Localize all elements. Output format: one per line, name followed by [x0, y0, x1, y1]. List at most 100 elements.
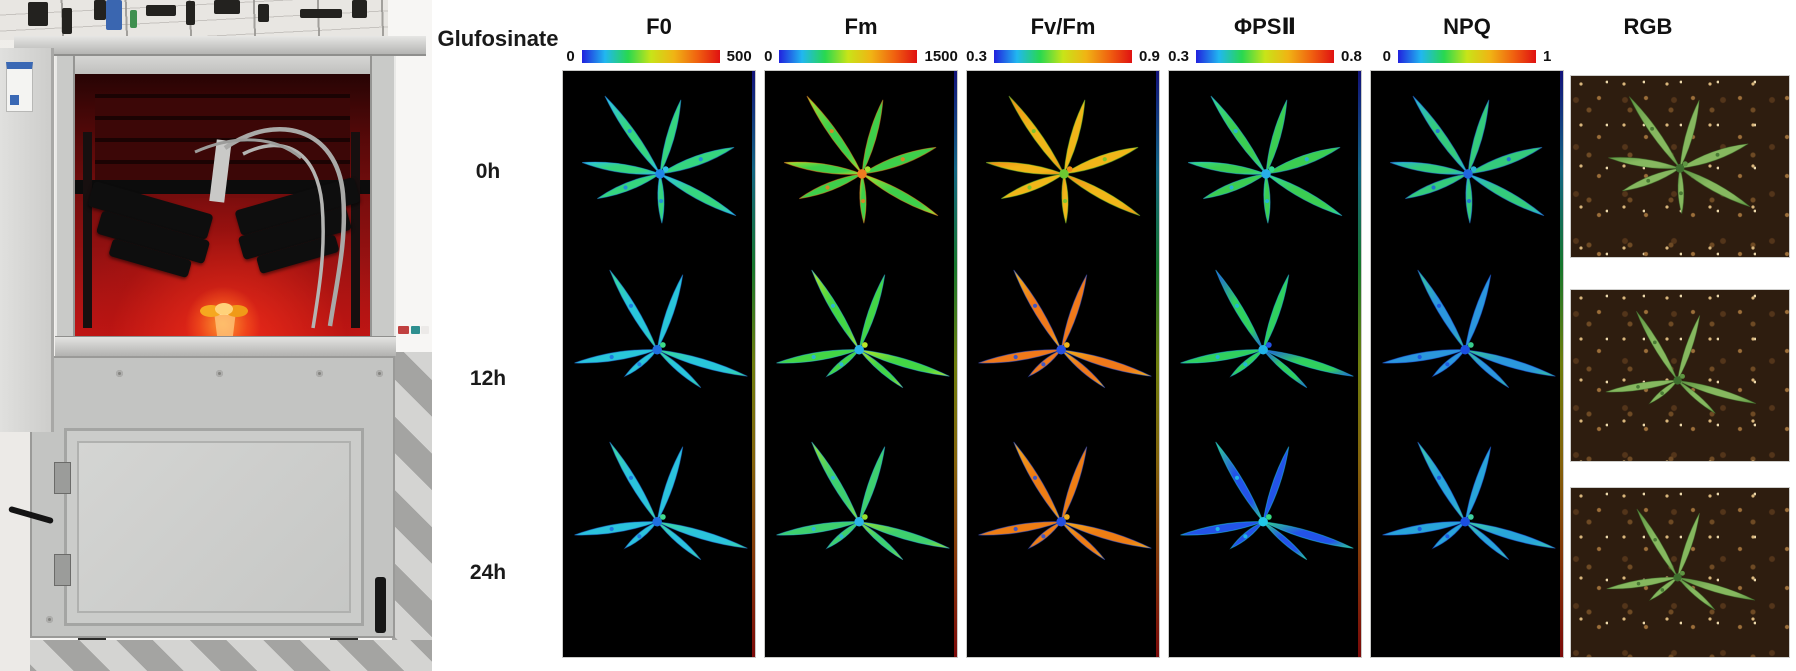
cell-PhiPSII-12h — [1170, 249, 1360, 439]
imaging-chamber — [75, 74, 370, 338]
colorbar-max-label: 500 — [726, 47, 752, 65]
fluorescence-plant-image — [985, 95, 1141, 224]
open-side-door — [0, 48, 54, 432]
cell-F0-0h — [564, 77, 754, 267]
colorbar-min-label: 0.3 — [1168, 47, 1189, 65]
fluorescence-plant-image — [776, 269, 950, 389]
panel-edge-colorbar — [752, 71, 755, 657]
screw — [216, 370, 223, 377]
column-header-PhiPSII: ΦPSⅡ — [1234, 14, 1296, 39]
rgb-photo-0h — [1570, 75, 1790, 258]
clutter-object — [62, 8, 72, 34]
cell-FvFm-24h — [968, 421, 1158, 611]
colorbar-gradient — [994, 49, 1132, 63]
floor-object-teal — [411, 326, 420, 334]
frame-header-beam — [55, 56, 387, 74]
cell-F0-24h — [564, 421, 754, 611]
panel-FvFm — [966, 70, 1160, 658]
floor-object-white — [421, 326, 429, 334]
chamber-bottom-sill — [55, 336, 396, 356]
door-hinge — [54, 554, 71, 586]
fluorescence-plant-image — [1187, 95, 1343, 224]
panel-Fm — [764, 70, 958, 658]
cabinet-door-panel — [77, 441, 351, 613]
column-header-F0: F0 — [646, 14, 672, 39]
cabinet-door — [64, 428, 386, 633]
colorbar-max-label: 0.8 — [1341, 47, 1362, 65]
door-label-sticker — [6, 62, 33, 112]
fluorescence-plant-image — [1180, 441, 1354, 561]
colorbar-F0: 0 500 — [549, 46, 769, 66]
fluorescence-plant-image — [978, 441, 1152, 561]
sticker-mark — [10, 95, 19, 105]
cell-PhiPSII-24h — [1170, 421, 1360, 611]
clutter-object — [186, 1, 195, 25]
background-clutter — [0, 0, 432, 38]
fluorescence-plant-image — [1382, 269, 1556, 389]
cell-FvFm-0h — [968, 77, 1158, 267]
row-label-0h: 0h — [475, 160, 501, 183]
fluorescence-plant-image — [1180, 269, 1354, 389]
carpet-floor-right — [392, 352, 432, 671]
clutter-object — [28, 2, 48, 26]
row-label-12h: 12h — [469, 367, 507, 390]
colorbar-FvFm: 0.3 0.9 — [953, 46, 1173, 66]
fluorescence-plant-image — [581, 95, 737, 224]
fluorescence-plant-image — [1389, 95, 1545, 224]
rig-post-left — [83, 132, 92, 328]
panel-NPQ — [1370, 70, 1564, 658]
signal-cables — [194, 126, 347, 329]
cell-NPQ-12h — [1372, 249, 1562, 439]
clutter-object — [94, 0, 106, 20]
cell-Fm-12h — [766, 249, 956, 439]
colorbar-max-label: 1 — [1543, 47, 1552, 65]
screw — [116, 370, 123, 377]
panel-PhiPSII — [1168, 70, 1362, 658]
colorbar-PhiPSII: 0.3 0.8 — [1155, 46, 1375, 66]
panel-edge-colorbar — [1156, 71, 1159, 657]
base-cabinet — [30, 356, 395, 638]
colorbar-gradient — [1196, 49, 1334, 63]
clutter-object — [300, 9, 342, 18]
panel-edge-colorbar — [1560, 71, 1563, 657]
row-label-24h: 24h — [469, 561, 507, 584]
colorbar-min-label: 0 — [566, 47, 575, 65]
rig-post-right — [351, 132, 360, 328]
cell-FvFm-12h — [968, 249, 1158, 439]
colorbar-max-label: 0.9 — [1139, 47, 1160, 65]
rgb-photo-12h — [1570, 289, 1790, 462]
colorbar-max-label: 1500 — [924, 47, 958, 65]
cell-F0-12h — [564, 249, 754, 439]
rgb-plant-image — [1605, 310, 1757, 414]
sample-plant-leaves — [200, 303, 248, 317]
cell-Fm-24h — [766, 421, 956, 611]
rgb-plant-image — [1608, 96, 1751, 214]
panel-edge-colorbar — [954, 71, 957, 657]
colorbar-min-label: 0.3 — [966, 47, 987, 65]
colorbar-min-label: 0 — [1382, 47, 1391, 65]
colorbar-min-label: 0 — [764, 47, 773, 65]
treatment-label: Glufosinate — [437, 26, 559, 51]
cell-NPQ-0h — [1372, 77, 1562, 267]
colorbar-Fm: 0 1500 — [751, 46, 971, 66]
screw — [376, 370, 383, 377]
floor-object-red — [398, 326, 409, 334]
clutter-object — [106, 0, 122, 30]
screw — [46, 616, 53, 623]
clutter-object — [214, 0, 240, 14]
frame-right-post — [370, 56, 396, 356]
cell-PhiPSII-0h — [1170, 77, 1360, 267]
cell-Fm-0h — [766, 77, 956, 267]
clutter-object — [258, 4, 269, 22]
fluorescence-plant-image — [776, 441, 950, 561]
cell-NPQ-24h — [1372, 421, 1562, 611]
fluorescence-plant-image — [783, 95, 939, 224]
column-header-NPQ: NPQ — [1443, 14, 1491, 39]
panel-F0 — [562, 70, 756, 658]
clutter-object — [146, 5, 176, 16]
clutter-object — [352, 0, 367, 18]
frame-top-beam — [14, 36, 426, 56]
screw — [316, 370, 323, 377]
